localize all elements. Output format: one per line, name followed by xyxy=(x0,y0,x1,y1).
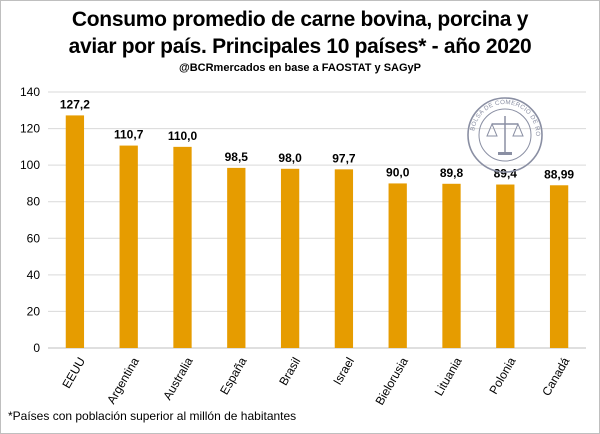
bar xyxy=(119,145,138,348)
footnote: *Países con población superior al millón… xyxy=(8,409,297,423)
x-tick-label: EEUU xyxy=(59,355,88,391)
data-label: 98,0 xyxy=(278,151,302,165)
y-tick-label: 40 xyxy=(27,268,41,282)
bar xyxy=(442,183,461,348)
data-label: 110,7 xyxy=(114,128,144,142)
chart-title-line-1: Consumo promedio de carne bovina, porcin… xyxy=(71,8,529,31)
svg-text:BOLSA DE COMERCIO DE ROSARIO: BOLSA DE COMERCIO DE ROSARIO xyxy=(466,96,541,137)
data-label: 88,99 xyxy=(544,167,574,181)
data-label: 89,8 xyxy=(440,166,464,180)
x-tick-label: España xyxy=(217,355,250,398)
bar xyxy=(388,183,407,348)
chart-subtitle: @BCRmercados en base a FAOSTAT y SAGyP xyxy=(179,62,421,74)
x-tick-label: Australia xyxy=(160,355,196,403)
chart-title-line-2: aviar por país. Principales 10 países* -… xyxy=(68,35,532,58)
x-tick-label: Israel xyxy=(330,355,357,387)
chart-title: Consumo promedio de carne bovina, porcin… xyxy=(0,6,600,60)
x-tick-label: Argentina xyxy=(104,355,142,407)
y-tick-label: 120 xyxy=(20,122,40,136)
bar xyxy=(496,184,515,348)
data-label: 97,7 xyxy=(332,151,356,165)
y-tick-label: 60 xyxy=(27,231,41,245)
data-label: 98,5 xyxy=(225,150,249,164)
data-label: 110,0 xyxy=(168,129,198,143)
bar xyxy=(173,146,192,348)
data-label: 127,2 xyxy=(60,97,90,111)
x-tick-label: Canadá xyxy=(539,355,572,399)
x-tick-label: Bielorusia xyxy=(372,355,411,408)
bar xyxy=(280,168,300,348)
y-tick-label: 140 xyxy=(20,85,40,99)
y-tick-label: 20 xyxy=(27,304,41,318)
bar xyxy=(65,115,85,348)
x-tick-label: Polonia xyxy=(486,355,518,397)
bar xyxy=(549,185,569,348)
y-tick-label: 100 xyxy=(20,158,40,172)
bar xyxy=(227,167,246,348)
data-label: 89,4 xyxy=(494,167,518,181)
y-tick-label: 0 xyxy=(33,341,40,355)
bcr-seal-logo: BOLSA DE COMERCIO DE ROSARIO xyxy=(466,96,543,173)
x-tick-label: Brasil xyxy=(276,355,303,388)
bar xyxy=(334,169,354,348)
data-label: 90,0 xyxy=(386,165,410,179)
x-tick-label: Lituania xyxy=(432,355,465,399)
y-tick-label: 80 xyxy=(27,195,41,209)
